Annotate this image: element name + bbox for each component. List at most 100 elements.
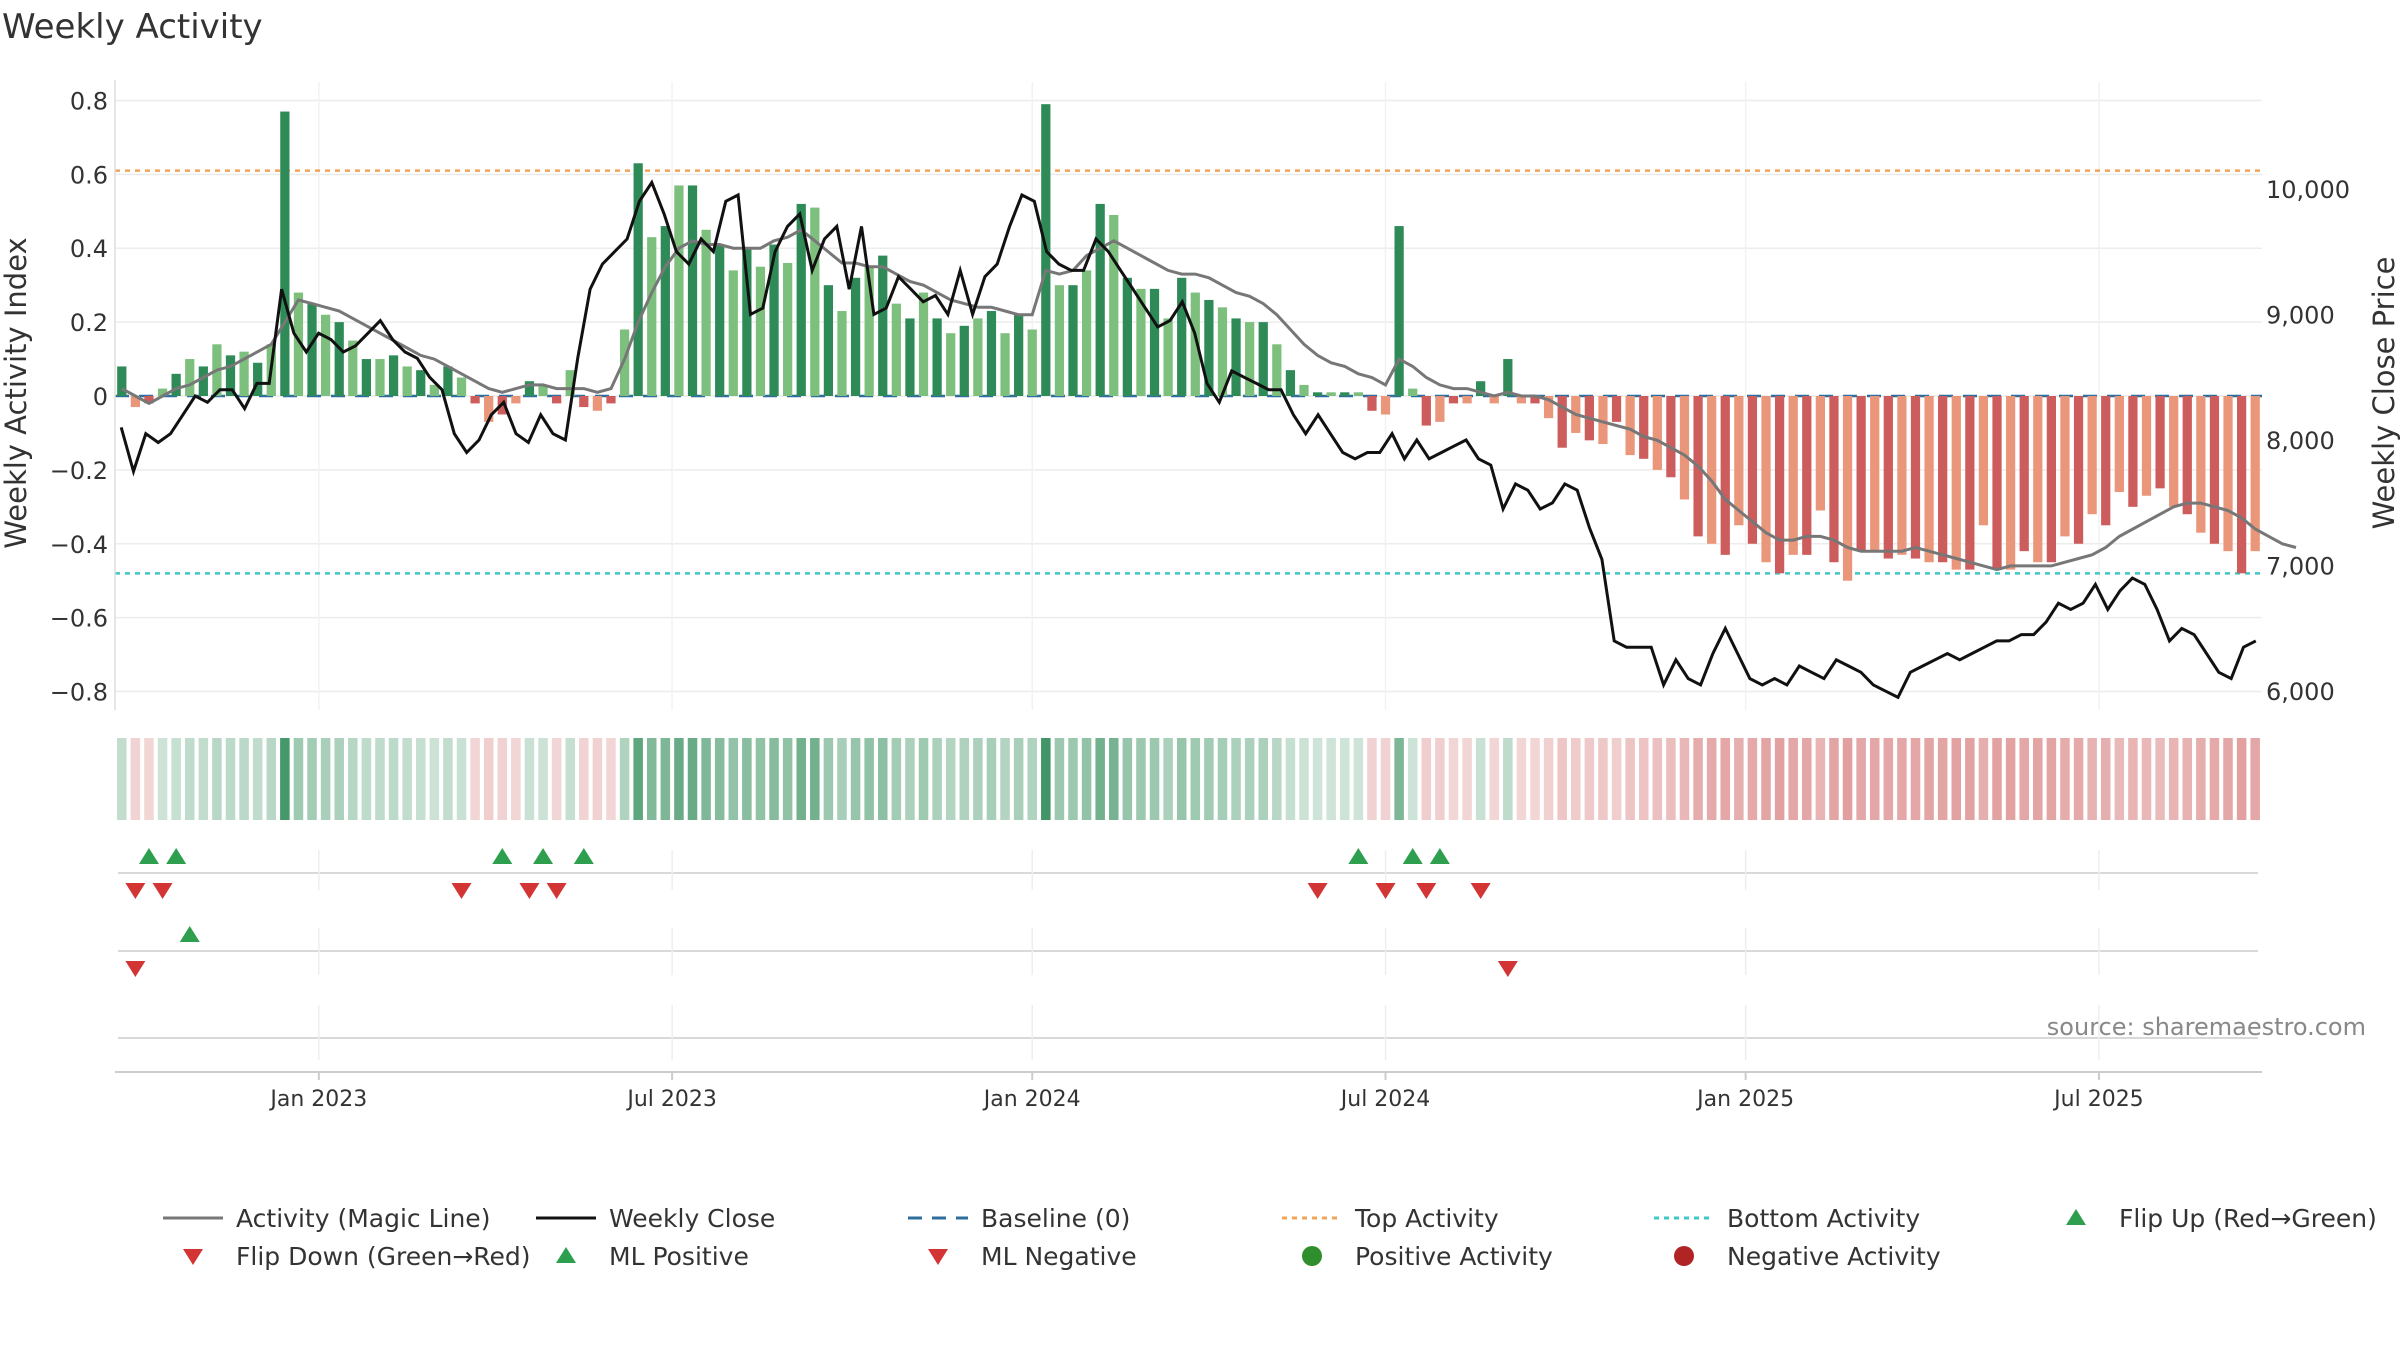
heat-strip-cell [1666,738,1676,820]
heat-strip-cell [415,738,426,820]
activity-bar [375,359,385,396]
heat-strip-cell [850,738,861,820]
heat-strip-cell [701,738,711,820]
activity-bar [293,292,304,396]
left-axis-label: Weekly Activity Index [0,237,33,548]
heat-strip-cell [1367,738,1377,820]
activity-bar [334,322,344,396]
activity-bar [2236,396,2247,574]
heat-strip-cell [1625,738,1635,820]
activity-bar [2128,396,2138,507]
activity-bar [1516,396,1527,404]
heat-strip-cell [1802,738,1812,820]
heat-strip-cell [2033,738,2043,820]
activity-bar [361,359,372,396]
heat-strip-cell [307,738,317,820]
heat-strip-cell [2223,738,2233,820]
activity-bar [1489,396,1499,404]
activity-bar [905,318,915,396]
heat-strip-cell [1679,738,1690,820]
activity-bar [796,203,806,396]
activity-bar [2155,396,2165,489]
heat-strip-cell [1734,738,1744,820]
legend-label: ML Positive [609,1242,749,1271]
activity-bar [1054,285,1065,396]
activity-bar [2005,396,2016,570]
activity-bar [1000,333,1010,396]
heat-strip-cell [796,738,806,820]
heat-strip-cell [728,738,739,820]
activity-bar [1190,292,1200,396]
heat-strip-cell [1475,738,1486,820]
activity-bar [511,396,521,404]
heat-strip-cell [687,738,698,820]
heat-strip-cell [1394,738,1404,820]
ml-positive-marker [179,926,200,942]
activity-bar [429,384,439,396]
heat-strip-cell [973,738,983,820]
activity-bar [2033,396,2043,563]
activity-bar [932,318,942,396]
flip-down-marker [1307,883,1328,899]
heat-strip-cell [157,738,168,820]
flip-down-marker [152,883,173,899]
activity-bar [1802,396,1812,555]
activity-bar [1924,396,1934,563]
activity-bar [1380,396,1391,415]
heat-strip-cell [280,738,290,820]
heat-strip-cell [619,738,630,820]
heat-strip-cell [1503,738,1513,820]
ml-negative-marker [1497,961,1518,977]
activity-bar [524,381,535,396]
heat-strip-cell [1176,738,1187,820]
activity-bar [388,355,399,396]
activity-bar [1245,322,1255,396]
heat-strip-cell [538,738,548,820]
flip-up-marker [533,848,554,864]
heat-strip-cell [334,738,344,820]
heat-strip-cell [1027,738,1037,820]
heat-strip-cell [117,738,127,820]
activity-bar [769,244,779,396]
activity-bar [1340,392,1350,396]
activity-bar [579,396,589,408]
activity-bar [1679,396,1690,500]
activity-bar [1272,344,1282,396]
heat-strip-cell [2005,738,2016,820]
flip-up-marker [1348,848,1369,864]
right-tick-label: 10,000 [2266,176,2350,204]
heat-strip-cell [1149,738,1160,820]
activity-bar [1408,388,1418,396]
heat-strip-cell [1883,738,1894,820]
activity-bar [755,266,766,396]
activity-bar [253,362,263,396]
activity-bar [1639,396,1649,459]
flip-down-marker [451,883,472,899]
heat-strip-cell [1774,738,1785,820]
activity-bar [1095,203,1105,396]
legend-triangle-up-swatch [2066,1209,2086,1225]
heat-strip-cell [1584,738,1595,820]
heat-strip-cell [2019,738,2029,820]
heat-strip-cell [483,738,494,820]
heat-strip-cell [782,738,793,820]
heat-strip-cell [1244,738,1255,820]
left-tick-label: 0.2 [70,309,108,337]
heat-strip-cell [524,738,535,820]
heat-strip-cell [1557,738,1567,820]
left-tick-label: −0.6 [50,605,108,633]
activity-bar [1897,396,1907,555]
heat-strip-cell [1530,738,1540,820]
heat-strip-cell [130,738,141,820]
activity-bar [443,366,453,396]
heat-strip-cell [2100,738,2111,820]
activity-bar [918,292,929,396]
flip-down-marker [519,883,540,899]
x-tick-label: Jul 2023 [625,1087,717,1112]
right-tick-label: 8,000 [2266,427,2335,455]
left-tick-label: −0.8 [50,679,108,707]
legend-triangle-up-swatch [556,1247,576,1263]
activity-bar [1965,396,1975,570]
heat-strip-cell [1815,738,1826,820]
activity-bar [1842,396,1853,581]
